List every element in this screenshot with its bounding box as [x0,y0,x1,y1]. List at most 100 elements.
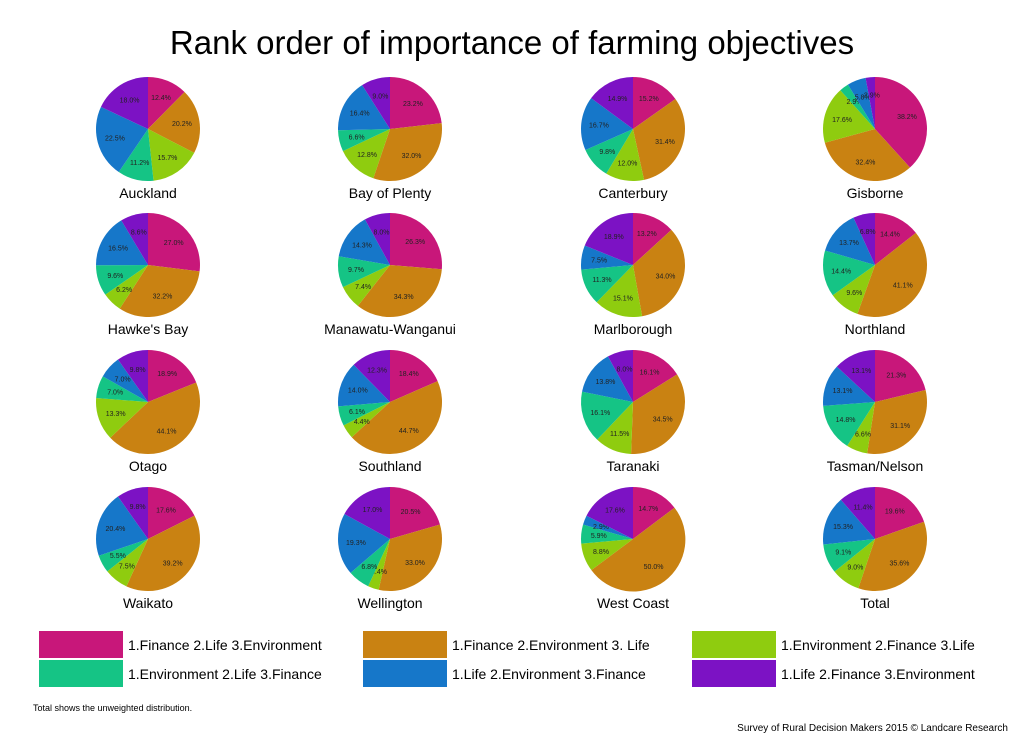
pie-slice [107,539,148,587]
pie-slice [597,402,633,454]
slice-label: 19.6% [885,509,905,516]
pie-slice [121,213,148,265]
slice-label: 8.0% [617,366,633,373]
pie-slice [631,374,686,454]
pie-slice [95,398,148,438]
slice-label: 16.5% [108,246,128,253]
legend-label: 1.Environment 2.Life 3.Finance [128,666,322,682]
legend-label: 1.Environment 2.Finance 3.Life [781,637,975,653]
pie-slice [100,77,148,129]
pie-1: 23.2% 32.0% 12.8% 6.6% 16.4% 9.0% Bay of Plent… [338,77,443,201]
slice-label: 6.8% [860,229,876,236]
pie-6: 13.2% 34.0% 15.1% 11.3% 7.5% 18.9% Marlborough [580,213,686,337]
legend-item: 1.Finance 2.Environment 3. Life [363,631,650,658]
slice-label: 11.5% [610,431,629,438]
pie-slice [840,84,875,129]
pie-name: Total [860,595,890,611]
slice-label: 34.0% [656,274,676,281]
slice-label: 17.6% [832,117,852,124]
slice-label: 23.2% [403,101,423,108]
legend-label: 1.Finance 2.Life 3.Environment [128,637,322,653]
pie-slice [581,539,633,571]
slice-label: 12.4% [151,95,171,102]
slice-label: 17.0% [363,507,383,514]
pie-15: 19.6% 35.6% 9.0% 9.1% 15.3% 11.4% Total [823,486,928,611]
pie-slice [606,129,645,182]
pie-3: 38.2% 32.4% 17.6% 2.9%5.8%2.9% Gisborne [822,76,927,201]
slice-label: 6.6% [349,134,365,141]
slice-label: 15.7% [157,155,177,162]
slice-label: 9.8% [130,367,146,374]
slice-label: 11.2% [130,160,149,167]
pie-slice [102,359,148,402]
pie-name: Waikato [123,595,173,611]
pie-slice [633,98,685,180]
slice-label: 44.1% [157,428,177,435]
slice-label: 5.9% [591,533,607,540]
slice-label: 9.0% [372,94,388,101]
pie-name: West Coast [597,595,669,611]
slice-label: 7.0% [115,377,131,384]
pie-slice [582,356,633,402]
slice-label: 11.4% [853,504,872,511]
pie-slice [840,487,875,539]
pie-slice [119,265,200,318]
pie-slice [607,350,633,402]
slice-label: 6.8% [361,564,377,571]
page-title: Rank order of importance of farming obje… [169,24,855,61]
slice-label: 32.4% [855,160,875,167]
slice-label: 20.2% [172,121,192,128]
pie-slice [596,265,643,318]
pie-8: 18.9% 44.1% 13.3% 7.0% 7.0% 9.8% Otago [95,350,200,474]
legend: 1.Finance 2.Life 3.Environment 1.Finance … [39,631,975,687]
pie-name: Otago [129,458,167,474]
slice-label: 7.5% [119,564,135,571]
slice-label: 9.8% [599,149,615,156]
slice-label: 18.4% [399,371,419,378]
slice-label: 12.0% [617,160,637,167]
slice-label: 35.6% [889,561,909,568]
legend-swatch [692,631,776,658]
slice-label: 2.9% [864,92,880,99]
pie-slice [364,213,390,265]
pie-slice [591,507,686,592]
pie-slice [390,486,440,539]
slice-label: 15.1% [613,295,633,302]
slice-label: 18.9% [604,234,624,241]
slice-label: 14.4% [831,268,851,275]
slice-label: 2.9% [593,524,609,531]
slice-label: 7.0% [107,390,123,397]
pie-slice [98,539,148,572]
slice-label: 32.0% [402,153,422,160]
slice-label: 13.3% [106,411,126,418]
pie-name: Wellington [357,595,422,611]
slice-label: 22.5% [105,136,125,143]
slice-label: 33.0% [405,560,425,567]
legend-item: 1.Environment 2.Life 3.Finance [39,660,322,687]
pie-slice [823,499,875,545]
slice-label: 19.3% [346,540,366,547]
pie-name: Gisborne [847,185,904,201]
pie-13: 20.5% 33.0% 3.4%6.8% 19.3% 17.0% Wellington [337,486,443,611]
pie-slice [117,487,148,539]
pie-slice [148,350,197,402]
pie-0: 12.4% 20.2% 15.7% 11.2% 22.5% 18.0% Auckland [95,77,200,201]
slice-label: 9.0% [847,565,863,572]
pie-4: 27.0% 32.2% 6.2% 9.6% 16.5% 8.6% Hawke's Bay [95,213,200,337]
legend-swatch [363,660,447,687]
slice-label: 41.1% [893,283,913,290]
slice-label: 31.1% [890,423,910,430]
slice-label: 17.6% [605,507,625,514]
legend-swatch [692,660,776,687]
slice-label: 13.1% [833,388,853,395]
legend-label: 1.Life 2.Finance 3.Environment [781,666,975,682]
pie-slice [823,539,875,572]
pie-slice [633,350,678,402]
pie-slice [126,515,201,592]
pie-slice [591,77,633,129]
pie-slice [96,265,148,295]
slice-label: 26.3% [405,239,425,246]
pie-slice [832,265,875,314]
slice-label: 14.9% [608,96,628,103]
